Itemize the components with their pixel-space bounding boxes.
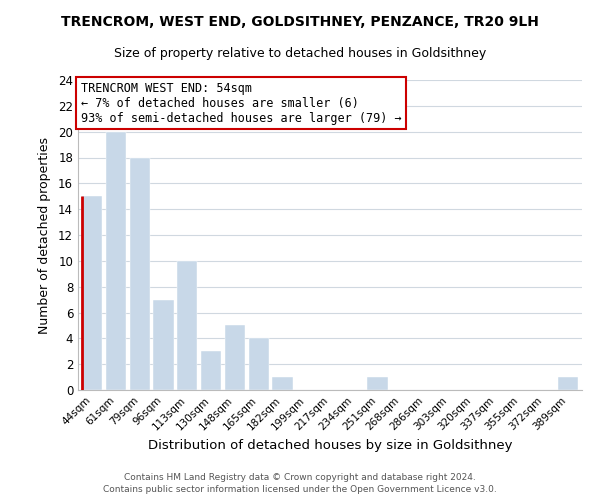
X-axis label: Distribution of detached houses by size in Goldsithney: Distribution of detached houses by size … bbox=[148, 438, 512, 452]
Y-axis label: Number of detached properties: Number of detached properties bbox=[38, 136, 51, 334]
Text: Size of property relative to detached houses in Goldsithney: Size of property relative to detached ho… bbox=[114, 48, 486, 60]
Bar bbox=[367, 377, 388, 390]
Text: Contains public sector information licensed under the Open Government Licence v3: Contains public sector information licen… bbox=[103, 485, 497, 494]
Bar bbox=[106, 132, 126, 390]
Bar bbox=[248, 338, 269, 390]
Bar bbox=[272, 377, 293, 390]
Bar bbox=[130, 158, 150, 390]
Bar bbox=[82, 196, 103, 390]
Text: TRENCROM, WEST END, GOLDSITHNEY, PENZANCE, TR20 9LH: TRENCROM, WEST END, GOLDSITHNEY, PENZANC… bbox=[61, 15, 539, 29]
Bar bbox=[225, 326, 245, 390]
Bar bbox=[201, 351, 221, 390]
Bar bbox=[154, 300, 173, 390]
Bar bbox=[177, 261, 197, 390]
Text: TRENCROM WEST END: 54sqm
← 7% of detached houses are smaller (6)
93% of semi-det: TRENCROM WEST END: 54sqm ← 7% of detache… bbox=[80, 82, 401, 124]
Bar bbox=[557, 377, 578, 390]
Text: Contains HM Land Registry data © Crown copyright and database right 2024.: Contains HM Land Registry data © Crown c… bbox=[124, 472, 476, 482]
